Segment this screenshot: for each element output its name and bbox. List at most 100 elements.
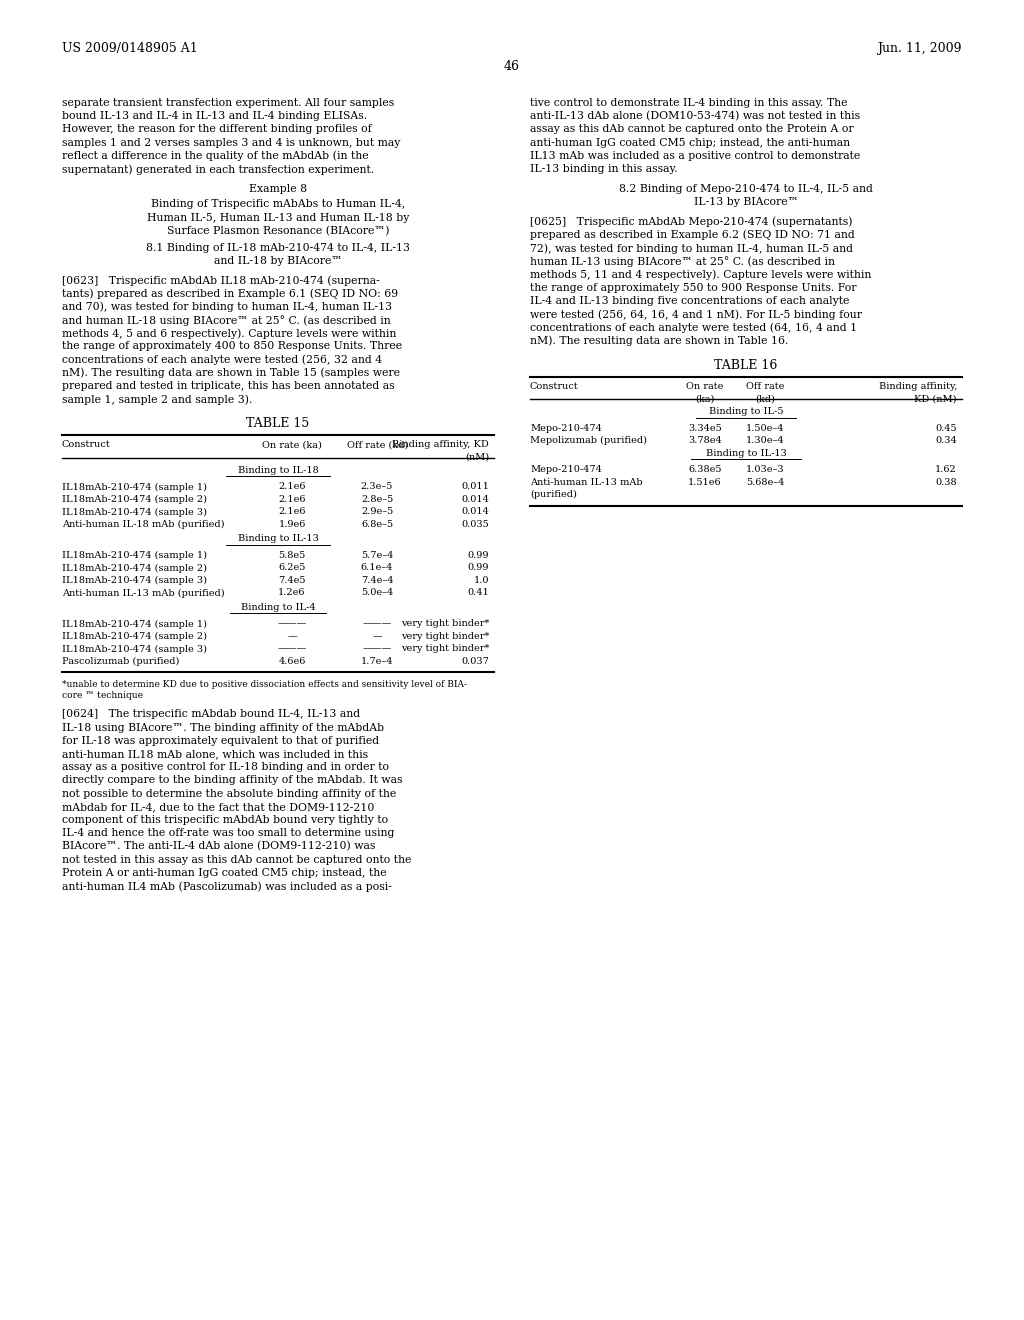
Text: However, the reason for the different binding profiles of: However, the reason for the different bi… xyxy=(62,124,372,135)
Text: 4.6e6: 4.6e6 xyxy=(279,657,306,665)
Text: 1.50e–4: 1.50e–4 xyxy=(745,424,784,433)
Text: 0.99: 0.99 xyxy=(468,550,489,560)
Text: IL-13 by BIAcore™: IL-13 by BIAcore™ xyxy=(693,198,799,207)
Text: nM). The resulting data are shown in Table 15 (samples were: nM). The resulting data are shown in Tab… xyxy=(62,368,400,379)
Text: Off rate (kd): Off rate (kd) xyxy=(347,441,409,449)
Text: Binding affinity, KD: Binding affinity, KD xyxy=(392,441,489,449)
Text: Human IL-5, Human IL-13 and Human IL-18 by: Human IL-5, Human IL-13 and Human IL-18 … xyxy=(146,213,410,223)
Text: tants) prepared as described in Example 6.1 (SEQ ID NO: 69: tants) prepared as described in Example … xyxy=(62,289,398,300)
Text: 1.03e–3: 1.03e–3 xyxy=(745,465,784,474)
Text: Construct: Construct xyxy=(530,381,579,391)
Text: not tested in this assay as this dAb cannot be captured onto the: not tested in this assay as this dAb can… xyxy=(62,854,412,865)
Text: [0624]   The trispecific mAbdab bound IL-4, IL-13 and: [0624] The trispecific mAbdab bound IL-4… xyxy=(62,709,360,719)
Text: IL18mAb-210-474 (sample 1): IL18mAb-210-474 (sample 1) xyxy=(62,482,207,491)
Text: concentrations of each analyte were tested (64, 16, 4 and 1: concentrations of each analyte were test… xyxy=(530,322,857,333)
Text: 7.4e5: 7.4e5 xyxy=(279,576,306,585)
Text: 5.7e–4: 5.7e–4 xyxy=(360,550,393,560)
Text: 1.30e–4: 1.30e–4 xyxy=(745,436,784,445)
Text: IL18mAb-210-474 (sample 3): IL18mAb-210-474 (sample 3) xyxy=(62,507,207,516)
Text: nM). The resulting data are shown in Table 16.: nM). The resulting data are shown in Tab… xyxy=(530,335,788,346)
Text: 6.8e–5: 6.8e–5 xyxy=(360,520,393,529)
Text: 2.1e6: 2.1e6 xyxy=(279,482,306,491)
Text: 2.8e–5: 2.8e–5 xyxy=(360,495,393,504)
Text: IL18mAb-210-474 (sample 1): IL18mAb-210-474 (sample 1) xyxy=(62,619,207,628)
Text: prepared and tested in triplicate, this has been annotated as: prepared and tested in triplicate, this … xyxy=(62,381,394,391)
Text: ———: ——— xyxy=(278,619,306,628)
Text: concentrations of each analyte were tested (256, 32 and 4: concentrations of each analyte were test… xyxy=(62,355,382,366)
Text: On rate (ka): On rate (ka) xyxy=(262,441,322,449)
Text: Mepo-210-474: Mepo-210-474 xyxy=(530,465,602,474)
Text: anti-IL-13 dAb alone (DOM10-53-474) was not tested in this: anti-IL-13 dAb alone (DOM10-53-474) was … xyxy=(530,111,860,121)
Text: 6.38e5: 6.38e5 xyxy=(688,465,722,474)
Text: ———: ——— xyxy=(278,644,306,653)
Text: 0.45: 0.45 xyxy=(935,424,957,433)
Text: mAbdab for IL-4, due to the fact that the DOM9-112-210: mAbdab for IL-4, due to the fact that th… xyxy=(62,801,375,812)
Text: IL18mAb-210-474 (sample 3): IL18mAb-210-474 (sample 3) xyxy=(62,644,207,653)
Text: IL-4 and hence the off-rate was too small to determine using: IL-4 and hence the off-rate was too smal… xyxy=(62,828,394,838)
Text: Binding to IL-13: Binding to IL-13 xyxy=(238,535,318,544)
Text: Anti-human IL-18 mAb (purified): Anti-human IL-18 mAb (purified) xyxy=(62,520,224,529)
Text: Binding to IL-18: Binding to IL-18 xyxy=(238,466,318,475)
Text: 8.2 Binding of Mepo-210-474 to IL-4, IL-5 and: 8.2 Binding of Mepo-210-474 to IL-4, IL-… xyxy=(620,185,872,194)
Text: 3.34e5: 3.34e5 xyxy=(688,424,722,433)
Text: separate transient transfection experiment. All four samples: separate transient transfection experime… xyxy=(62,98,394,108)
Text: 0.035: 0.035 xyxy=(461,520,489,529)
Text: the range of approximately 550 to 900 Response Units. For: the range of approximately 550 to 900 Re… xyxy=(530,282,856,293)
Text: IL18mAb-210-474 (sample 2): IL18mAb-210-474 (sample 2) xyxy=(62,632,207,642)
Text: Jun. 11, 2009: Jun. 11, 2009 xyxy=(878,42,962,55)
Text: methods 4, 5 and 6 respectively). Capture levels were within: methods 4, 5 and 6 respectively). Captur… xyxy=(62,329,396,339)
Text: (purified): (purified) xyxy=(530,490,577,499)
Text: [0623]   Trispecific mAbdAb IL18 mAb-210-474 (superna-: [0623] Trispecific mAbdAb IL18 mAb-210-4… xyxy=(62,276,380,286)
Text: the range of approximately 400 to 850 Response Units. Three: the range of approximately 400 to 850 Re… xyxy=(62,342,402,351)
Text: and IL-18 by BIAcore™: and IL-18 by BIAcore™ xyxy=(214,256,342,267)
Text: Protein A or anti-human IgG coated CM5 chip; instead, the: Protein A or anti-human IgG coated CM5 c… xyxy=(62,867,387,878)
Text: IL18mAb-210-474 (sample 2): IL18mAb-210-474 (sample 2) xyxy=(62,495,207,504)
Text: samples 1 and 2 verses samples 3 and 4 is unknown, but may: samples 1 and 2 verses samples 3 and 4 i… xyxy=(62,137,400,148)
Text: IL-4 and IL-13 binding five concentrations of each analyte: IL-4 and IL-13 binding five concentratio… xyxy=(530,296,849,306)
Text: TABLE 16: TABLE 16 xyxy=(715,359,777,372)
Text: anti-human IL18 mAb alone, which was included in this: anti-human IL18 mAb alone, which was inc… xyxy=(62,748,368,759)
Text: Binding to IL-4: Binding to IL-4 xyxy=(241,603,315,612)
Text: 1.62: 1.62 xyxy=(935,465,957,474)
Text: directly compare to the binding affinity of the mAbdab. It was: directly compare to the binding affinity… xyxy=(62,775,402,785)
Text: —: — xyxy=(287,632,297,642)
Text: US 2009/0148905 A1: US 2009/0148905 A1 xyxy=(62,42,198,55)
Text: 0.011: 0.011 xyxy=(461,482,489,491)
Text: 0.38: 0.38 xyxy=(935,478,957,487)
Text: sample 1, sample 2 and sample 3).: sample 1, sample 2 and sample 3). xyxy=(62,395,252,405)
Text: 1.9e6: 1.9e6 xyxy=(279,520,306,529)
Text: 8.1 Binding of IL-18 mAb-210-474 to IL-4, IL-13: 8.1 Binding of IL-18 mAb-210-474 to IL-4… xyxy=(146,243,410,253)
Text: [0625]   Trispecific mAbdAb Mepo-210-474 (supernatants): [0625] Trispecific mAbdAb Mepo-210-474 (… xyxy=(530,216,853,227)
Text: methods 5, 11 and 4 respectively). Capture levels were within: methods 5, 11 and 4 respectively). Captu… xyxy=(530,269,871,280)
Text: and 70), was tested for binding to human IL-4, human IL-13: and 70), was tested for binding to human… xyxy=(62,302,392,313)
Text: 1.2e6: 1.2e6 xyxy=(279,589,306,598)
Text: 1.7e–4: 1.7e–4 xyxy=(360,657,393,665)
Text: 1.0: 1.0 xyxy=(473,576,489,585)
Text: IL18mAb-210-474 (sample 1): IL18mAb-210-474 (sample 1) xyxy=(62,550,207,560)
Text: IL13 mAb was included as a positive control to demonstrate: IL13 mAb was included as a positive cont… xyxy=(530,150,860,161)
Text: 5.68e–4: 5.68e–4 xyxy=(745,478,784,487)
Text: IL18mAb-210-474 (sample 2): IL18mAb-210-474 (sample 2) xyxy=(62,564,207,573)
Text: bound IL-13 and IL-4 in IL-13 and IL-4 binding ELISAs.: bound IL-13 and IL-4 in IL-13 and IL-4 b… xyxy=(62,111,368,121)
Text: 0.34: 0.34 xyxy=(935,436,957,445)
Text: component of this trispecific mAbdAb bound very tightly to: component of this trispecific mAbdAb bou… xyxy=(62,814,388,825)
Text: Anti-human IL-13 mAb (purified): Anti-human IL-13 mAb (purified) xyxy=(62,589,224,598)
Text: Binding to IL-13: Binding to IL-13 xyxy=(706,449,786,458)
Text: assay as a positive control for IL-18 binding and in order to: assay as a positive control for IL-18 bi… xyxy=(62,762,389,772)
Text: (ka): (ka) xyxy=(695,395,715,403)
Text: 6.1e–4: 6.1e–4 xyxy=(360,564,393,573)
Text: TABLE 15: TABLE 15 xyxy=(247,417,309,430)
Text: IL-13 binding in this assay.: IL-13 binding in this assay. xyxy=(530,164,678,174)
Text: supernatant) generated in each transfection experiment.: supernatant) generated in each transfect… xyxy=(62,164,374,174)
Text: 2.1e6: 2.1e6 xyxy=(279,495,306,504)
Text: IL18mAb-210-474 (sample 3): IL18mAb-210-474 (sample 3) xyxy=(62,576,207,585)
Text: 0.037: 0.037 xyxy=(461,657,489,665)
Text: anti-human IL4 mAb (Pascolizumab) was included as a posi-: anti-human IL4 mAb (Pascolizumab) was in… xyxy=(62,880,392,891)
Text: 2.1e6: 2.1e6 xyxy=(279,507,306,516)
Text: were tested (256, 64, 16, 4 and 1 nM). For IL-5 binding four: were tested (256, 64, 16, 4 and 1 nM). F… xyxy=(530,309,862,319)
Text: for IL-18 was approximately equivalent to that of purified: for IL-18 was approximately equivalent t… xyxy=(62,735,379,746)
Text: core ™ technique: core ™ technique xyxy=(62,692,143,701)
Text: 5.0e–4: 5.0e–4 xyxy=(360,589,393,598)
Text: 0.99: 0.99 xyxy=(468,564,489,573)
Text: Binding affinity,: Binding affinity, xyxy=(879,381,957,391)
